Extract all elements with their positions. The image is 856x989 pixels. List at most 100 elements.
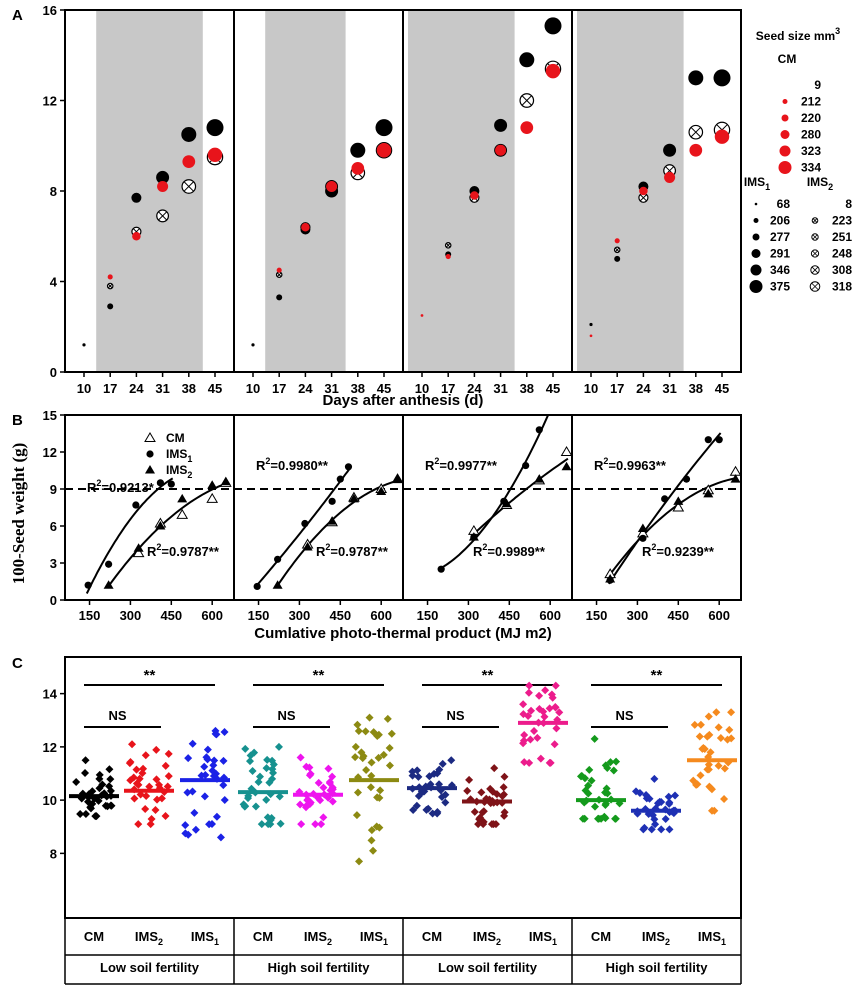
- point-diamond: [479, 807, 488, 816]
- x-tick-label: 450: [498, 608, 520, 623]
- legend-label: CM: [166, 431, 185, 445]
- category-label: IMS2: [304, 929, 332, 947]
- point-diamond: [138, 769, 147, 778]
- y-tick-label: 8: [50, 184, 57, 199]
- point-cm: [689, 143, 703, 157]
- legend-size: 334: [801, 161, 821, 175]
- point-diamond: [268, 774, 277, 783]
- group-label: Low soil fertility: [100, 960, 200, 975]
- legend-size: 223: [832, 214, 852, 228]
- point-diamond: [438, 759, 447, 768]
- point-diamond: [88, 787, 97, 796]
- point-diamond: [132, 779, 141, 788]
- point-diamond: [155, 780, 164, 789]
- point-diamond: [555, 708, 564, 717]
- shade-region: [408, 10, 515, 372]
- point-diamond: [152, 775, 161, 784]
- point-cm: [182, 155, 196, 168]
- point-diamond: [535, 705, 544, 714]
- r2-bottom: R2=0.9989**: [473, 542, 546, 559]
- point-ims1: [500, 497, 508, 505]
- x-tick-label: 24: [636, 381, 651, 396]
- legend-label: IMS1: [166, 447, 192, 464]
- point-diamond: [536, 754, 545, 763]
- x-axis-title-A: Days after anthesis (d): [323, 392, 484, 409]
- point-ims1: [344, 463, 353, 471]
- point-ims2-cross: [445, 243, 451, 248]
- point-diamond: [374, 753, 383, 762]
- point-diamond: [94, 796, 103, 805]
- point-diamond: [500, 808, 509, 817]
- x-tick-label: 10: [584, 381, 598, 396]
- point-diamond: [188, 739, 197, 748]
- point-diamond: [190, 808, 199, 817]
- point-diamond: [612, 757, 621, 766]
- legend-title: Seed size mm3: [756, 26, 840, 43]
- legend-marker-cm: [779, 145, 791, 157]
- point-diamond: [578, 814, 587, 823]
- point-diamond: [105, 782, 114, 791]
- point-diamond: [585, 765, 594, 774]
- point-diamond: [545, 704, 554, 713]
- point-diamond: [262, 795, 271, 804]
- x-tick-label: 31: [662, 381, 676, 396]
- point-diamond: [183, 788, 192, 797]
- point-ims1: [84, 581, 92, 589]
- point-diamond: [296, 800, 305, 809]
- legend-group-cm: CM: [778, 52, 797, 66]
- point-diamond: [219, 756, 228, 765]
- point-ims1: [494, 118, 508, 132]
- point-ims2: [348, 493, 359, 503]
- y-axis-title-B: 100-Seed weight (g): [9, 443, 28, 585]
- point-diamond: [530, 726, 539, 735]
- point-diamond: [366, 783, 375, 792]
- point-diamond: [264, 820, 273, 829]
- point-diamond: [81, 768, 90, 777]
- point-diamond: [727, 708, 736, 717]
- x-tick-label: 300: [289, 608, 311, 623]
- point-diamond: [706, 783, 715, 792]
- point-diamond: [470, 807, 479, 816]
- legend-size: 280: [801, 128, 821, 142]
- sig-label-all: **: [144, 667, 156, 684]
- y-tick-label: 12: [43, 740, 57, 755]
- point-cm: [545, 63, 561, 79]
- point-diamond: [665, 825, 674, 834]
- legend-marker-cm: [780, 130, 790, 139]
- y-tick-label: 12: [43, 445, 57, 460]
- point-cm: [445, 254, 451, 260]
- point-ims1: [682, 475, 691, 483]
- point-diamond: [95, 774, 104, 783]
- point-diamond: [520, 730, 529, 739]
- y-tick-label: 0: [50, 593, 57, 608]
- point-cm: [207, 147, 223, 163]
- point-diamond: [657, 825, 666, 834]
- point-ims1: [251, 343, 255, 347]
- point-diamond: [594, 814, 603, 823]
- point-diamond: [72, 778, 81, 787]
- point-diamond: [525, 758, 534, 767]
- group-label: Low soil fertility: [438, 960, 538, 975]
- point-diamond: [152, 745, 161, 754]
- point-diamond: [664, 792, 673, 801]
- point-diamond: [441, 798, 450, 807]
- r2-top: R2=0.9980**: [256, 456, 329, 473]
- point-diamond: [203, 745, 212, 754]
- x-tick-label: 38: [520, 381, 534, 396]
- point-diamond: [146, 820, 155, 829]
- legend-size: 206: [770, 214, 790, 228]
- legend-size: 68: [777, 197, 791, 211]
- point-ims2: [376, 486, 387, 495]
- point-ims1: [713, 69, 731, 87]
- legend-size: 375: [770, 280, 790, 294]
- fit-curve: [607, 477, 738, 577]
- point-cm: [714, 129, 730, 144]
- group-label: High soil fertility: [606, 960, 709, 975]
- sig-label-pair: NS: [108, 708, 126, 723]
- point-diamond: [465, 775, 474, 784]
- point-diamond: [584, 789, 593, 798]
- point-diamond: [105, 765, 114, 774]
- x-tick-label: 17: [272, 381, 286, 396]
- point-diamond: [385, 761, 394, 770]
